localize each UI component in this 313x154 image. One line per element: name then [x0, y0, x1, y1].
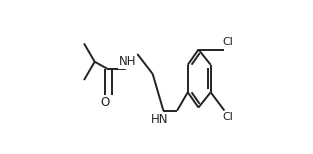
Text: Cl: Cl	[223, 37, 234, 47]
Text: Cl: Cl	[223, 112, 234, 122]
Text: NH: NH	[119, 55, 136, 68]
Text: O: O	[100, 96, 109, 109]
Text: HN: HN	[151, 113, 168, 126]
